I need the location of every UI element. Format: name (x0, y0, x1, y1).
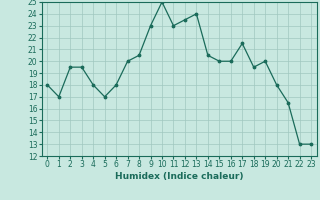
X-axis label: Humidex (Indice chaleur): Humidex (Indice chaleur) (115, 172, 244, 181)
